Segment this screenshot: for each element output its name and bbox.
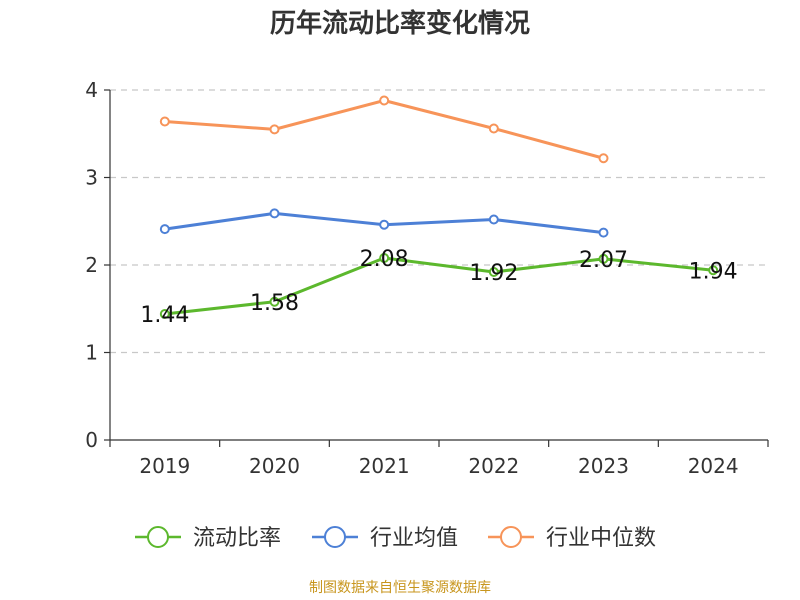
series-lines bbox=[159, 95, 719, 319]
x-tick-label: 2022 bbox=[468, 454, 519, 478]
legend[interactable]: 流动比率 行业均值 行业中位数 bbox=[135, 526, 656, 551]
data-labels: 1.44 1.58 2.08 1.92 2.07 1.94 bbox=[140, 247, 737, 328]
data-point bbox=[598, 227, 609, 238]
series-line bbox=[164, 256, 714, 316]
series-line bbox=[164, 99, 604, 160]
data-point bbox=[159, 224, 170, 235]
data-point bbox=[269, 208, 280, 219]
data-point bbox=[488, 123, 499, 134]
data-point bbox=[379, 95, 390, 106]
data-point bbox=[598, 153, 609, 164]
legend-label: 行业中位数 bbox=[546, 526, 656, 551]
data-label: 1.44 bbox=[140, 303, 189, 328]
data-point bbox=[379, 219, 390, 230]
x-tick-label: 2021 bbox=[359, 454, 410, 478]
source-note: 制图数据来自恒生聚源数据库 bbox=[309, 580, 491, 596]
data-point bbox=[159, 116, 170, 127]
axes: 0 1 2 3 4 2019 2020 2021 2022 2023 2024 bbox=[85, 78, 769, 478]
data-point bbox=[159, 309, 170, 319]
data-point bbox=[488, 214, 499, 225]
data-point bbox=[488, 267, 499, 277]
data-point bbox=[598, 253, 609, 264]
data-label: 1.94 bbox=[689, 259, 738, 284]
x-tick-label: 2024 bbox=[688, 454, 739, 478]
chart-title: 历年流动比率变化情况 bbox=[269, 9, 530, 39]
y-tick-label: 4 bbox=[85, 78, 98, 102]
data-label: 2.08 bbox=[360, 247, 409, 272]
legend-label: 流动比率 bbox=[193, 526, 281, 551]
data-label: 1.92 bbox=[469, 261, 518, 286]
data-point bbox=[379, 253, 390, 263]
legend-swatch-marker bbox=[324, 526, 346, 548]
legend-swatch-marker bbox=[500, 526, 522, 548]
x-tick-label: 2019 bbox=[139, 454, 190, 478]
data-label: 2.07 bbox=[579, 248, 628, 273]
y-tick-label: 2 bbox=[85, 253, 98, 277]
legend-label: 行业均值 bbox=[370, 526, 458, 551]
x-tick-label: 2020 bbox=[249, 454, 300, 478]
legend-item[interactable]: 行业均值 bbox=[312, 526, 458, 551]
legend-item[interactable]: 流动比率 bbox=[135, 526, 281, 551]
x-tick-label: 2023 bbox=[578, 454, 629, 478]
data-label: 1.58 bbox=[250, 291, 299, 316]
data-point bbox=[269, 124, 280, 135]
data-point bbox=[708, 265, 719, 276]
legend-item[interactable]: 行业中位数 bbox=[488, 526, 656, 551]
y-tick-label: 0 bbox=[85, 428, 98, 452]
data-point bbox=[269, 296, 280, 307]
legend-swatch-marker bbox=[147, 526, 169, 548]
y-tick-label: 1 bbox=[85, 341, 98, 365]
y-tick-label: 3 bbox=[85, 166, 98, 190]
